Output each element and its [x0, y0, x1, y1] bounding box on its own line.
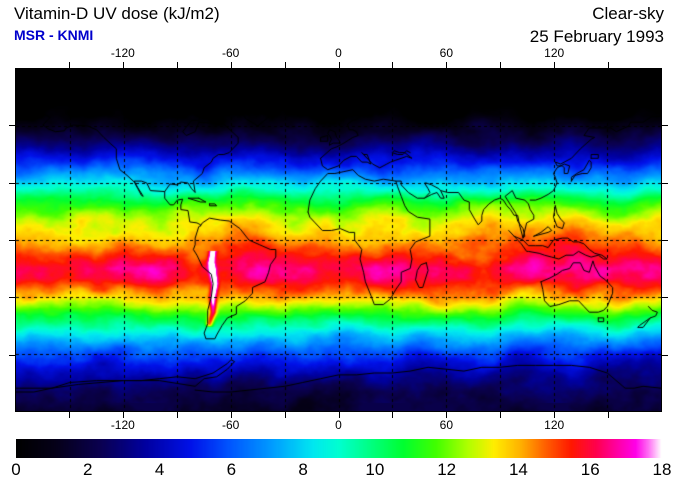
colorbar-tick-label: 8 [298, 460, 308, 479]
lon-tick-bottom [446, 412, 447, 418]
colorbar-tick-label: 14 [508, 460, 528, 479]
lat-label-left: -60 [0, 339, 1, 369]
colorbar-tick-label: 6 [226, 460, 237, 479]
date-label: 25 February 1993 [529, 27, 664, 46]
lon-tick-top [231, 62, 232, 68]
colorbar-gradient [16, 439, 662, 458]
sky-condition-label: Clear-sky [592, 4, 664, 23]
lon-label-top: 0 [335, 46, 342, 60]
lat-tick-right [662, 183, 668, 184]
uv-dose-heatmap [16, 69, 661, 411]
lon-tick-top [177, 62, 178, 68]
colorbar [16, 439, 662, 458]
lon-label-bottom: 0 [335, 418, 342, 432]
page-title: Vitamin-D UV dose (kJ/m2) [14, 4, 220, 23]
lon-tick-bottom [500, 412, 501, 418]
colorbar-tick-label: 2 [83, 460, 93, 479]
lon-tick-bottom [554, 412, 555, 418]
lon-tick-bottom [608, 412, 609, 418]
colorbar-tick-label: 12 [437, 460, 457, 479]
colorbar-tick-label: 16 [580, 460, 600, 479]
lat-label-left: 60 [0, 109, 1, 139]
lon-tick-top [446, 62, 447, 68]
institute-label: MSR - KNMI [14, 27, 94, 43]
lat-tick-left [9, 125, 15, 126]
lat-tick-left [9, 183, 15, 184]
lon-tick-top [554, 62, 555, 68]
colorbar-tick-label: 18 [652, 460, 672, 479]
lon-tick-bottom [231, 412, 232, 418]
lon-tick-top [500, 62, 501, 68]
lat-tick-right [662, 355, 668, 356]
lat-tick-right [662, 240, 668, 241]
lon-tick-bottom [69, 412, 70, 418]
lon-label-bottom: -120 [110, 418, 135, 432]
map-plot-area [15, 68, 662, 412]
lon-label-bottom: 60 [439, 418, 453, 432]
lon-label-top: 120 [544, 46, 565, 60]
lon-label-bottom: 120 [544, 418, 565, 432]
lon-tick-top [285, 62, 286, 68]
colorbar-tick-label: 10 [365, 460, 385, 479]
colorbar-tick-label: 0 [11, 460, 21, 479]
lat-tick-right [662, 125, 668, 126]
lon-tick-bottom [392, 412, 393, 418]
lon-tick-bottom [123, 412, 124, 418]
lon-tick-top [608, 62, 609, 68]
lat-tick-left [9, 240, 15, 241]
lon-tick-bottom [339, 412, 340, 418]
lon-label-top: -120 [110, 46, 135, 60]
lat-label-left: 0 [0, 224, 1, 254]
lon-tick-top [339, 62, 340, 68]
lat-tick-left [9, 355, 15, 356]
lat-tick-left [9, 297, 15, 298]
lon-tick-top [69, 62, 70, 68]
lon-label-top: 60 [439, 46, 453, 60]
lon-tick-top [123, 62, 124, 68]
lon-label-bottom: -60 [221, 418, 240, 432]
lon-label-top: -60 [221, 46, 240, 60]
lon-tick-bottom [285, 412, 286, 418]
lon-tick-bottom [177, 412, 178, 418]
lon-tick-top [392, 62, 393, 68]
lat-tick-right [662, 297, 668, 298]
colorbar-tick-label: 4 [154, 460, 165, 479]
